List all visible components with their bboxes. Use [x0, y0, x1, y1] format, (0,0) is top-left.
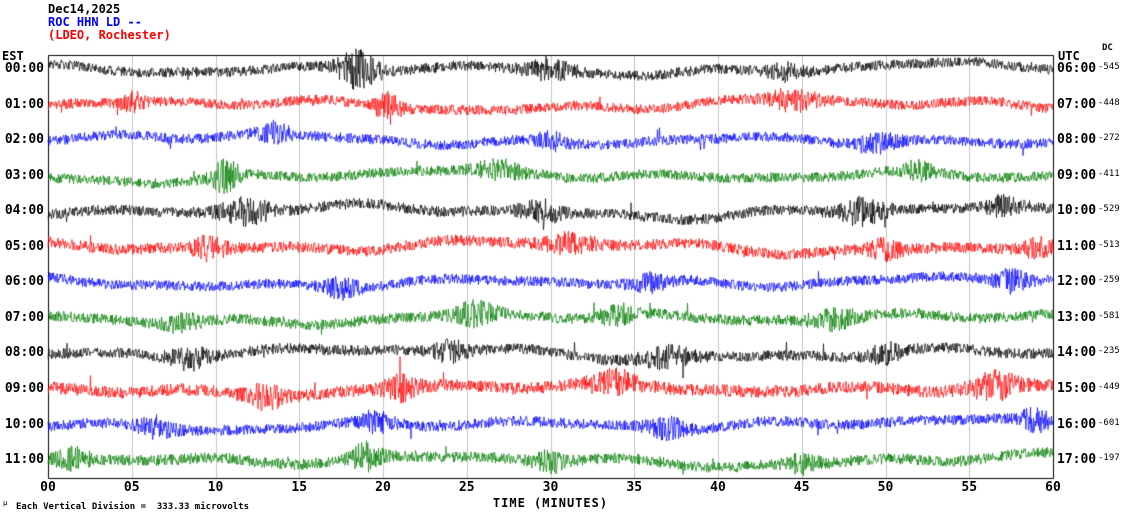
x-tick-label: 20 — [375, 480, 391, 495]
est-hour-label: 02:00 — [4, 132, 44, 148]
title-block: Dec14,2025 ROC HHN LD -- (LDEO, Rocheste… — [48, 3, 171, 42]
est-hour-label: 01:00 — [4, 96, 44, 112]
x-tick-label: 25 — [458, 480, 475, 495]
est-hour-label: 04:00 — [4, 203, 44, 219]
dc-value: -411 — [1098, 168, 1120, 179]
dc-value: -448 — [1098, 97, 1120, 108]
dc-value: -449 — [1098, 381, 1120, 392]
utc-hour-label: 13:00 — [1057, 309, 1097, 325]
x-axis-title: TIME (MINUTES) — [492, 496, 609, 510]
scale-note: Each Vertical Division = 333.33 microvol… — [16, 502, 249, 512]
est-hour-label: 10:00 — [4, 416, 44, 432]
dc-value: -513 — [1098, 239, 1120, 250]
x-tick-label: 45 — [793, 480, 810, 495]
dc-value: -197 — [1098, 453, 1120, 464]
network-label: (LDEO, Rochester) — [48, 28, 171, 42]
est-hour-label: 06:00 — [4, 274, 44, 290]
dc-value: -581 — [1098, 310, 1120, 321]
utc-hour-label: 10:00 — [1057, 203, 1097, 219]
dc-value: -272 — [1098, 133, 1120, 144]
dc-value: -235 — [1098, 346, 1120, 357]
date-label: Dec14,2025 — [48, 2, 121, 16]
utc-hour-label: 12:00 — [1057, 274, 1097, 290]
utc-hour-label: 15:00 — [1057, 380, 1097, 396]
dc-column-title: DC — [1102, 43, 1113, 53]
x-tick-label: 35 — [626, 480, 643, 495]
est-hour-label: 07:00 — [4, 309, 44, 325]
dc-value: -259 — [1098, 275, 1120, 286]
dc-value: -601 — [1098, 417, 1120, 428]
right-axis-title: UTC — [1058, 49, 1080, 63]
x-tick-label: 30 — [542, 480, 559, 495]
utc-hour-label: 16:00 — [1057, 416, 1097, 432]
utc-hour-label: 07:00 — [1057, 96, 1097, 112]
est-hour-label: 11:00 — [4, 452, 44, 468]
est-hour-label: 08:00 — [4, 345, 44, 361]
utc-hour-label: 14:00 — [1057, 345, 1097, 361]
x-tick-label: 50 — [877, 480, 894, 495]
utc-hour-label: 17:00 — [1057, 452, 1097, 468]
x-tick-label: 00 — [40, 480, 56, 495]
dc-value: -529 — [1098, 204, 1120, 215]
x-tick-label: 05 — [123, 480, 140, 495]
left-axis-title: EST — [2, 49, 24, 63]
utc-hour-label: 09:00 — [1057, 167, 1097, 183]
x-tick-label: 55 — [961, 480, 978, 495]
utc-hour-label: 08:00 — [1057, 132, 1097, 148]
station-label: ROC HHN LD -- — [48, 15, 142, 29]
utc-hour-label: 11:00 — [1057, 238, 1097, 254]
est-hour-label: 05:00 — [4, 238, 44, 254]
dc-value: -545 — [1098, 62, 1120, 72]
micro-mark: µ — [3, 499, 8, 507]
x-tick-label: 40 — [710, 480, 726, 495]
x-tick-label: 60 — [1045, 480, 1061, 495]
est-hour-label: 03:00 — [4, 167, 44, 183]
utc-hour-label: 06:00 — [1057, 61, 1097, 76]
est-hour-label: 00:00 — [4, 61, 44, 76]
x-tick-label: 15 — [291, 480, 308, 495]
est-hour-label: 09:00 — [4, 380, 44, 396]
x-tick-label: 10 — [207, 480, 224, 495]
